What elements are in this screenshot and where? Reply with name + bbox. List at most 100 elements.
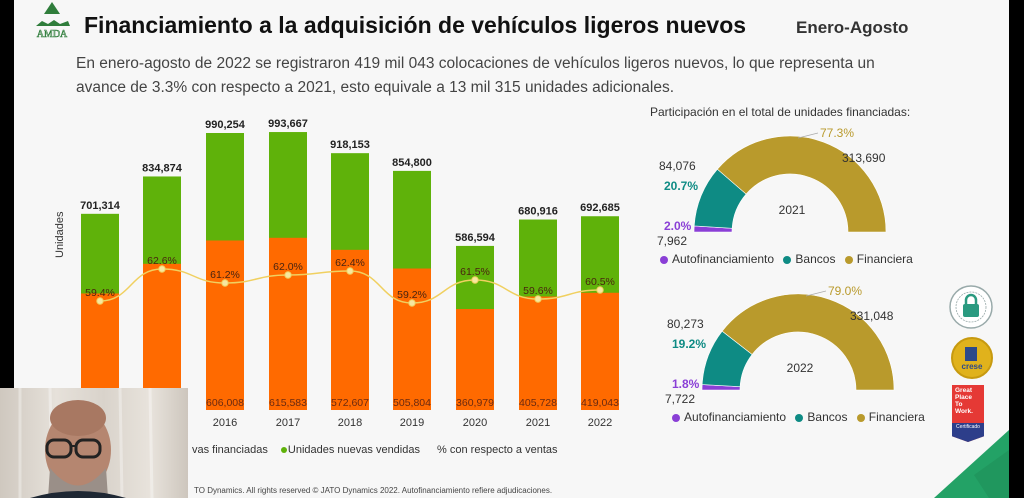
chart-canvas: 701,314 834,874 990,254 606,008 2016 993,667 6… (80, 118, 895, 429)
pie-leader-2021 (797, 132, 819, 139)
financed-label-2020: 360,979 (456, 397, 494, 409)
percent-label-2016: 61.2% (210, 269, 240, 281)
amda-logo: AMDA (36, 2, 70, 40)
bar-financiadas-2019 (393, 268, 431, 410)
period-label: Enero-Agosto (796, 18, 909, 37)
legend-dot-autofinanciamiento (672, 413, 680, 422)
gptw-text: Great (955, 387, 972, 394)
pie-value-2021-auto: 7,962 (657, 234, 687, 248)
x-tick-2021: 2021 (526, 417, 550, 429)
pie-value-2022-bancos: 80,273 (667, 317, 704, 331)
x-tick-2018: 2018 (338, 417, 362, 429)
summary-line-2: avance de 3.3% con respecto a 2021, esto… (76, 79, 675, 96)
gptw-text: Place (955, 394, 972, 401)
total-label-2020: 586,594 (455, 232, 496, 244)
corner-decoration (934, 430, 1009, 498)
pie-legend-2022: Autofinanciamiento Bancos Financiera (666, 410, 925, 424)
pie-value-2022-auto: 7,722 (665, 392, 695, 406)
percent-point-2014 (96, 297, 104, 305)
pie-percent-2022-bancos: 19.2% (672, 337, 706, 351)
pie-percent-2021-financiera: 77.3% (820, 126, 854, 140)
percent-label-2015: 62.6% (147, 255, 177, 267)
legend-dot-autofinanciamiento (660, 255, 668, 264)
total-label-2017: 993,667 (268, 118, 308, 130)
percent-point-2017 (284, 271, 292, 279)
percent-point-2021 (534, 295, 542, 303)
total-label-2016: 990,254 (205, 119, 246, 131)
x-tick-2022: 2022 (588, 417, 612, 429)
great-place-to-work-badge: Great Place To Work. Certificado (952, 385, 984, 442)
total-label-2018: 918,153 (330, 139, 370, 151)
presenter-video-icon (18, 388, 154, 498)
pie-slice-2022-financiera (721, 293, 895, 391)
legend-dot-bancos (783, 255, 792, 264)
bar-financiadas-2016 (206, 240, 244, 410)
legend-dot-financiera (844, 255, 853, 264)
pie-legend-2021: Autofinanciamiento Bancos Financiera (654, 252, 913, 266)
legend-dot-financiera (856, 413, 865, 422)
pie-value-2021-bancos: 84,076 (659, 159, 696, 173)
percent-point-2022 (596, 286, 604, 294)
summary-line-1: En enero-agosto de 2022 se registraron 4… (76, 55, 875, 72)
crese-text: crese (962, 362, 983, 371)
bar-legend: vas financiadas Unidades nuevas vendidas… (192, 444, 558, 456)
legend-dot-vendidas (280, 447, 287, 454)
pie-section-title: Participación en el total de unidades fi… (650, 105, 911, 119)
total-label-2022: 692,685 (580, 202, 620, 214)
gptw-text: Work. (955, 408, 973, 415)
legend-label-vendidas: Unidades nuevas vendidas (287, 444, 420, 456)
percent-point-2015 (158, 265, 166, 273)
pie-center-label-2021: 2021 (779, 203, 806, 217)
legend-label-percent: % con respecto a ventas (437, 444, 558, 456)
total-label-2021: 680,916 (518, 206, 558, 218)
financed-label-2018: 572,607 (331, 397, 369, 409)
certification-seal-icon (949, 285, 993, 329)
percent-point-2016 (221, 279, 229, 287)
percent-label-2014: 59.4% (85, 287, 115, 299)
financed-label-2016: 606,008 (206, 397, 244, 409)
pie-slice-2021-financiera (716, 135, 887, 233)
legend-label: Bancos (807, 410, 848, 424)
total-label-2014: 701,314 (80, 200, 121, 212)
gptw-certified: Certificado (952, 423, 984, 442)
percent-label-2021: 59.6% (523, 285, 553, 297)
pie-value-2021-financiera: 313,690 (842, 151, 886, 165)
pie-center-label-2022: 2022 (787, 361, 814, 375)
bar-financiadas-2020 (456, 309, 494, 410)
total-label-2015: 834,874 (142, 162, 183, 174)
legend-label: Autofinanciamiento (672, 252, 775, 266)
footer-note: TO Dynamics. All rights reserved © JATO … (194, 486, 553, 495)
logo-text: AMDA (37, 29, 68, 40)
bar-financiadas-2021 (519, 296, 557, 410)
pie-value-2022-financiera: 331,048 (850, 309, 894, 323)
legend-label: Bancos (795, 252, 836, 266)
gptw-text: To (955, 401, 963, 408)
percent-point-2020 (471, 276, 479, 284)
crese-badge-icon: crese (951, 337, 993, 379)
slide: AMDA Financiamiento a la adquisición de … (14, 0, 1009, 498)
percent-point-2018 (346, 267, 354, 275)
legend-label: Autofinanciamiento (684, 410, 787, 424)
percent-label-2019: 59.2% (397, 289, 427, 301)
bar-financiadas-2022 (581, 292, 619, 410)
x-tick-2020: 2020 (463, 417, 487, 429)
legend-label: Financiera (868, 410, 925, 424)
total-label-2019: 854,800 (392, 157, 432, 169)
bar-financiadas-2017 (269, 237, 307, 410)
webcam-video (0, 388, 188, 498)
pie-percent-2021-bancos: 20.7% (664, 179, 698, 193)
pie-percent-2022-auto: 1.8% (672, 377, 700, 391)
pie-leader-2022 (805, 290, 827, 297)
financed-label-2021: 405,728 (519, 397, 557, 409)
percent-point-2019 (408, 299, 416, 307)
pie-charts: 2.0%7,962 20.7% 84,076 77.3% 313,690 2021 1.8%… (657, 126, 895, 406)
pie-percent-2022-financiera: 79.0% (828, 284, 862, 298)
pie-percent-2021-auto: 2.0% (664, 219, 692, 233)
bar-financiadas-2018 (331, 249, 369, 410)
page-title: Financiamiento a la adquisición de vehíc… (84, 12, 747, 38)
x-tick-2016: 2016 (213, 417, 237, 429)
bar-chart: 701,314 834,874 990,254 606,008 2016 993,667 6… (80, 118, 620, 429)
legend-label-financiadas: vas financiadas (192, 444, 268, 456)
legend-dot-bancos (795, 413, 804, 422)
percent-label-2018: 62.4% (335, 257, 365, 269)
